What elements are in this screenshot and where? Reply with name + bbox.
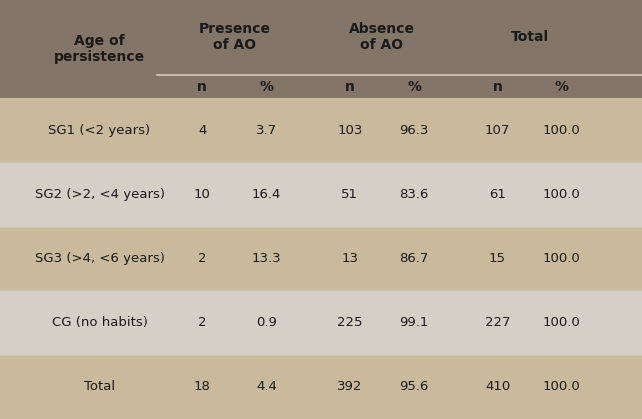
Text: 2: 2 <box>198 316 207 329</box>
Text: 0.9: 0.9 <box>256 316 277 329</box>
Text: 83.6: 83.6 <box>399 188 429 201</box>
Bar <box>0 291 642 355</box>
Text: 61: 61 <box>489 188 506 201</box>
Text: 100.0: 100.0 <box>543 316 580 329</box>
Text: 16.4: 16.4 <box>252 188 281 201</box>
Text: 51: 51 <box>342 188 358 201</box>
Text: 103: 103 <box>337 124 363 137</box>
Text: Absence
of AO: Absence of AO <box>349 22 415 52</box>
Bar <box>0 98 642 163</box>
Text: 225: 225 <box>337 316 363 329</box>
Bar <box>0 163 642 227</box>
Text: 86.7: 86.7 <box>399 252 429 265</box>
Text: 15: 15 <box>489 252 506 265</box>
Text: n: n <box>492 80 503 93</box>
Text: 13: 13 <box>342 252 358 265</box>
Text: 107: 107 <box>485 124 510 137</box>
Text: 100.0: 100.0 <box>543 188 580 201</box>
Text: 99.1: 99.1 <box>399 316 429 329</box>
Text: SG3 (>4, <6 years): SG3 (>4, <6 years) <box>35 252 164 265</box>
Text: %: % <box>555 80 569 93</box>
Text: 4: 4 <box>198 124 207 137</box>
Text: 227: 227 <box>485 316 510 329</box>
Text: 4.4: 4.4 <box>256 380 277 393</box>
Bar <box>0 0 642 98</box>
Text: %: % <box>259 80 273 93</box>
Text: 2: 2 <box>198 252 207 265</box>
Text: 100.0: 100.0 <box>543 124 580 137</box>
Text: SG1 (<2 years): SG1 (<2 years) <box>48 124 151 137</box>
Text: %: % <box>407 80 421 93</box>
Text: 96.3: 96.3 <box>399 124 429 137</box>
Text: 392: 392 <box>337 380 363 393</box>
Text: Total: Total <box>510 30 549 44</box>
Text: 10: 10 <box>194 188 211 201</box>
Text: 18: 18 <box>194 380 211 393</box>
Text: 13.3: 13.3 <box>252 252 281 265</box>
Text: 100.0: 100.0 <box>543 380 580 393</box>
Text: n: n <box>197 80 207 93</box>
Text: 100.0: 100.0 <box>543 252 580 265</box>
Text: 3.7: 3.7 <box>256 124 277 137</box>
Bar <box>0 227 642 291</box>
Text: 410: 410 <box>485 380 510 393</box>
Text: n: n <box>345 80 355 93</box>
Text: CG (no habits): CG (no habits) <box>51 316 148 329</box>
Bar <box>0 355 642 419</box>
Text: SG2 (>2, <4 years): SG2 (>2, <4 years) <box>35 188 164 201</box>
Text: Total: Total <box>84 380 115 393</box>
Text: Age of
persistence: Age of persistence <box>54 34 145 65</box>
Text: Presence
of AO: Presence of AO <box>198 22 270 52</box>
Text: 95.6: 95.6 <box>399 380 429 393</box>
